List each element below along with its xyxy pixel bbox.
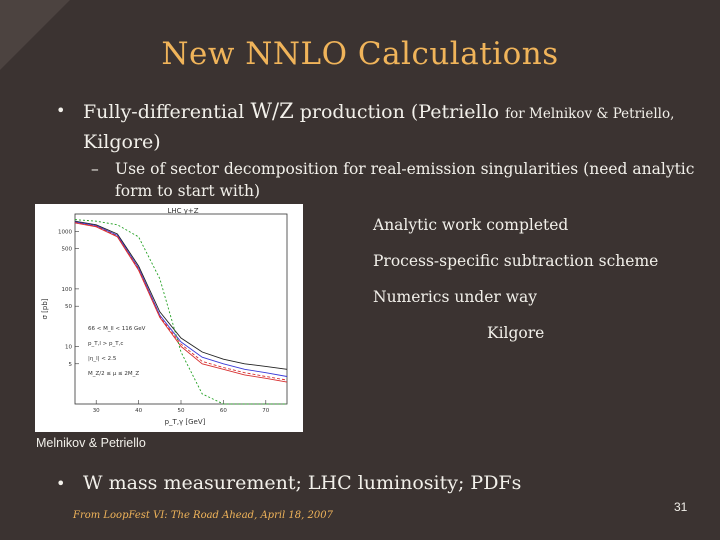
bullet-part: Fully-differential xyxy=(83,101,251,123)
y-tick-label: 100 xyxy=(62,287,73,293)
legend-entry: M_Z/2 ≤ μ ≤ 2M_Z xyxy=(88,371,139,377)
series-line-1 xyxy=(74,221,288,377)
plot-xlabel: p_T,γ [GeV] xyxy=(165,418,206,426)
bullet-part-small: for Melnikov & Petriello, xyxy=(505,106,675,122)
corner-decoration xyxy=(0,0,70,70)
bullet-dot-icon: • xyxy=(56,474,66,493)
x-tick-label: 60 xyxy=(220,408,227,414)
dash-icon: – xyxy=(91,160,99,178)
y-tick-label: 1000 xyxy=(58,229,72,235)
bullet-text: Fully-differential W/Z production (Petri… xyxy=(83,97,703,156)
y-tick-label: 50 xyxy=(65,304,72,310)
status-subtraction-scheme: Process-specific subtraction scheme xyxy=(373,252,659,270)
y-tick-label: 10 xyxy=(65,344,72,350)
legend-entry: 66 < M_ll < 116 GeV xyxy=(88,326,146,332)
y-tick-label: 5 xyxy=(69,362,73,368)
x-tick-label: 30 xyxy=(93,408,100,414)
series-line-3 xyxy=(74,222,288,381)
slide-title: New NNLO Calculations xyxy=(161,36,559,72)
x-tick-label: 70 xyxy=(262,408,269,414)
page-number: 31 xyxy=(674,500,688,514)
bullet-text: W mass measurement; LHC luminosity; PDFs xyxy=(83,472,522,494)
status-kilgore: Kilgore xyxy=(487,324,545,342)
bullet-part-kilgore: Kilgore) xyxy=(83,131,161,153)
x-tick-label: 50 xyxy=(178,408,185,414)
footer-citation: From LoopFest VI: The Road Ahead, April … xyxy=(73,510,333,521)
series-line-4 xyxy=(74,219,287,405)
plot-ylabel: σ [pb] xyxy=(41,298,49,319)
bullet-dot-icon: • xyxy=(56,101,66,120)
plot-caption: Melnikov & Petriello xyxy=(36,436,146,450)
legend-entry: p_T,l > p_T,c xyxy=(88,341,123,347)
sub-bullet-text: Use of sector decomposition for real-emi… xyxy=(115,160,695,200)
legend-entry: |η_l| < 2.5 xyxy=(88,356,117,362)
bullet-part: production (Petriello xyxy=(293,101,506,123)
plot-title: LHC γ+Z xyxy=(167,207,198,215)
plot-image: LHC γ+Z σ [pb] p_T,γ [GeV] 1000 500 100 50 1… xyxy=(35,204,303,432)
plot-svg: LHC γ+Z σ [pb] p_T,γ [GeV] 1000 500 100 50 1… xyxy=(41,207,288,426)
bullet-part-wz: W/Z xyxy=(250,99,294,123)
status-analytic-work: Analytic work completed xyxy=(373,216,569,234)
status-numerics: Numerics under way xyxy=(373,288,538,306)
series-line-0 xyxy=(74,220,288,370)
x-tick-label: 40 xyxy=(135,408,142,414)
y-tick-label: 500 xyxy=(62,247,73,253)
series-line-2 xyxy=(74,222,288,383)
